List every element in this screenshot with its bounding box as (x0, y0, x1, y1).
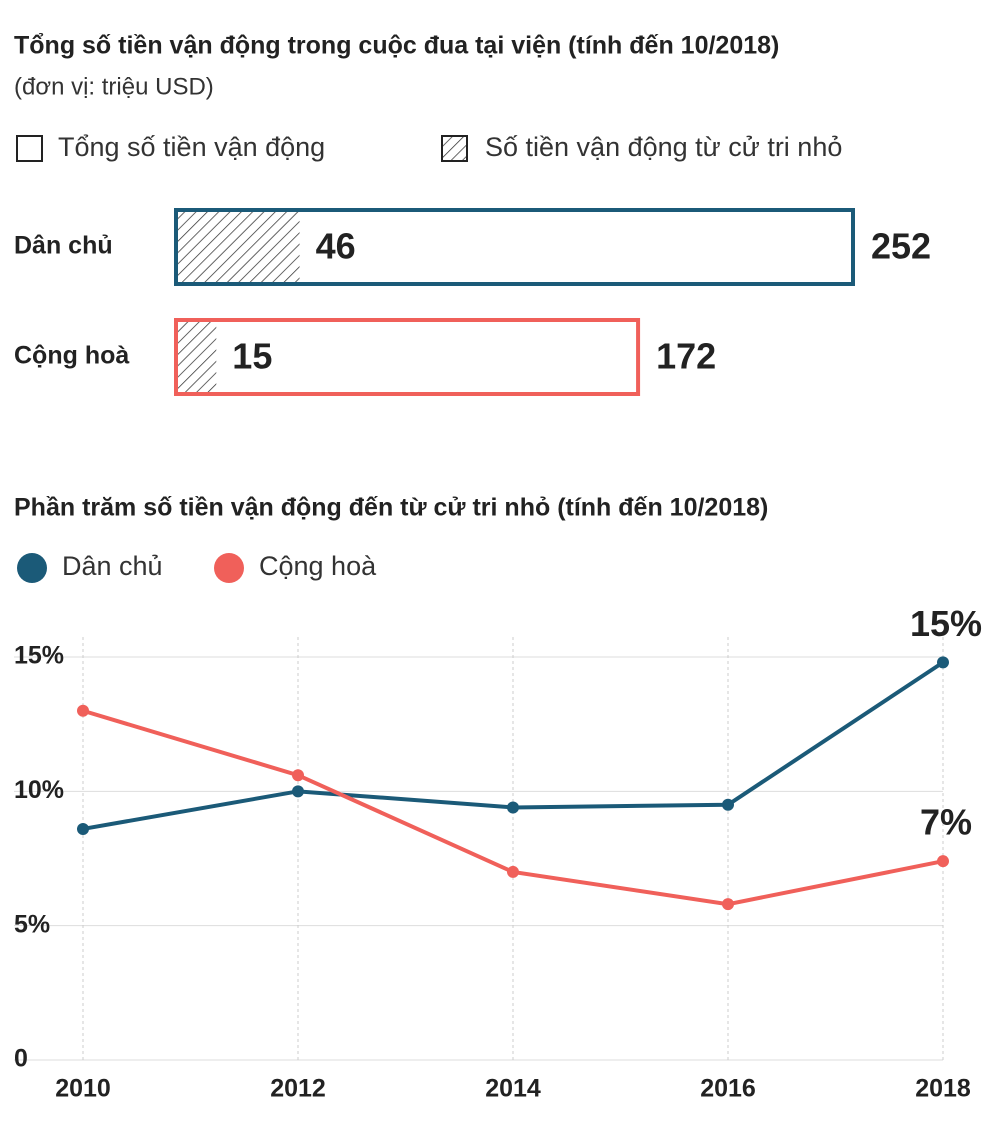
data-label: 7% (920, 802, 972, 843)
point (722, 798, 734, 811)
x-tick-label: 2016 (700, 1075, 756, 1103)
point (77, 822, 89, 835)
point (292, 785, 304, 798)
total-bar (174, 208, 855, 286)
point (722, 898, 734, 911)
legend-marker (214, 553, 244, 583)
value-label: 172 (656, 336, 716, 377)
data-label: 15% (910, 603, 982, 644)
point (937, 855, 949, 868)
point (507, 865, 519, 878)
point (507, 801, 519, 814)
legend-swatch (441, 135, 468, 162)
value-label: 252 (871, 226, 931, 267)
y-tick-label: 5% (14, 910, 50, 938)
x-tick-label: 2014 (485, 1075, 541, 1103)
legend-label: Tổng số tiền vận động (58, 132, 325, 162)
value-label: 46 (316, 226, 356, 267)
x-tick-label: 2018 (915, 1075, 971, 1103)
chart-subtitle: (đơn vị: triệu USD) (14, 73, 214, 100)
small-donor-bar (176, 320, 217, 394)
x-tick-label: 2012 (270, 1075, 326, 1103)
value-label: 15 (232, 336, 272, 377)
legend-swatch (16, 135, 43, 162)
total-bar (174, 318, 641, 396)
small-donor-bar (176, 210, 300, 284)
legend-label: Số tiền vận động từ cử tri nhỏ (485, 132, 842, 162)
x-tick-label: 2010 (55, 1075, 111, 1103)
y-tick-label: 0 (14, 1045, 28, 1073)
legend-label: Cộng hoà (259, 551, 377, 581)
legend-marker (17, 553, 47, 583)
category-label: Cộng hoà (14, 342, 129, 370)
point (292, 769, 304, 782)
chart-title: Phần trăm số tiền vận động đến từ cử tri… (14, 494, 768, 522)
chart-title: Tổng số tiền vận động trong cuộc đua tại… (14, 32, 779, 60)
category-label: Dân chủ (14, 232, 113, 260)
legend-label: Dân chủ (62, 551, 163, 581)
y-tick-label: 10% (14, 776, 64, 804)
point (77, 704, 89, 717)
y-tick-label: 15% (14, 642, 64, 670)
point (937, 656, 949, 669)
